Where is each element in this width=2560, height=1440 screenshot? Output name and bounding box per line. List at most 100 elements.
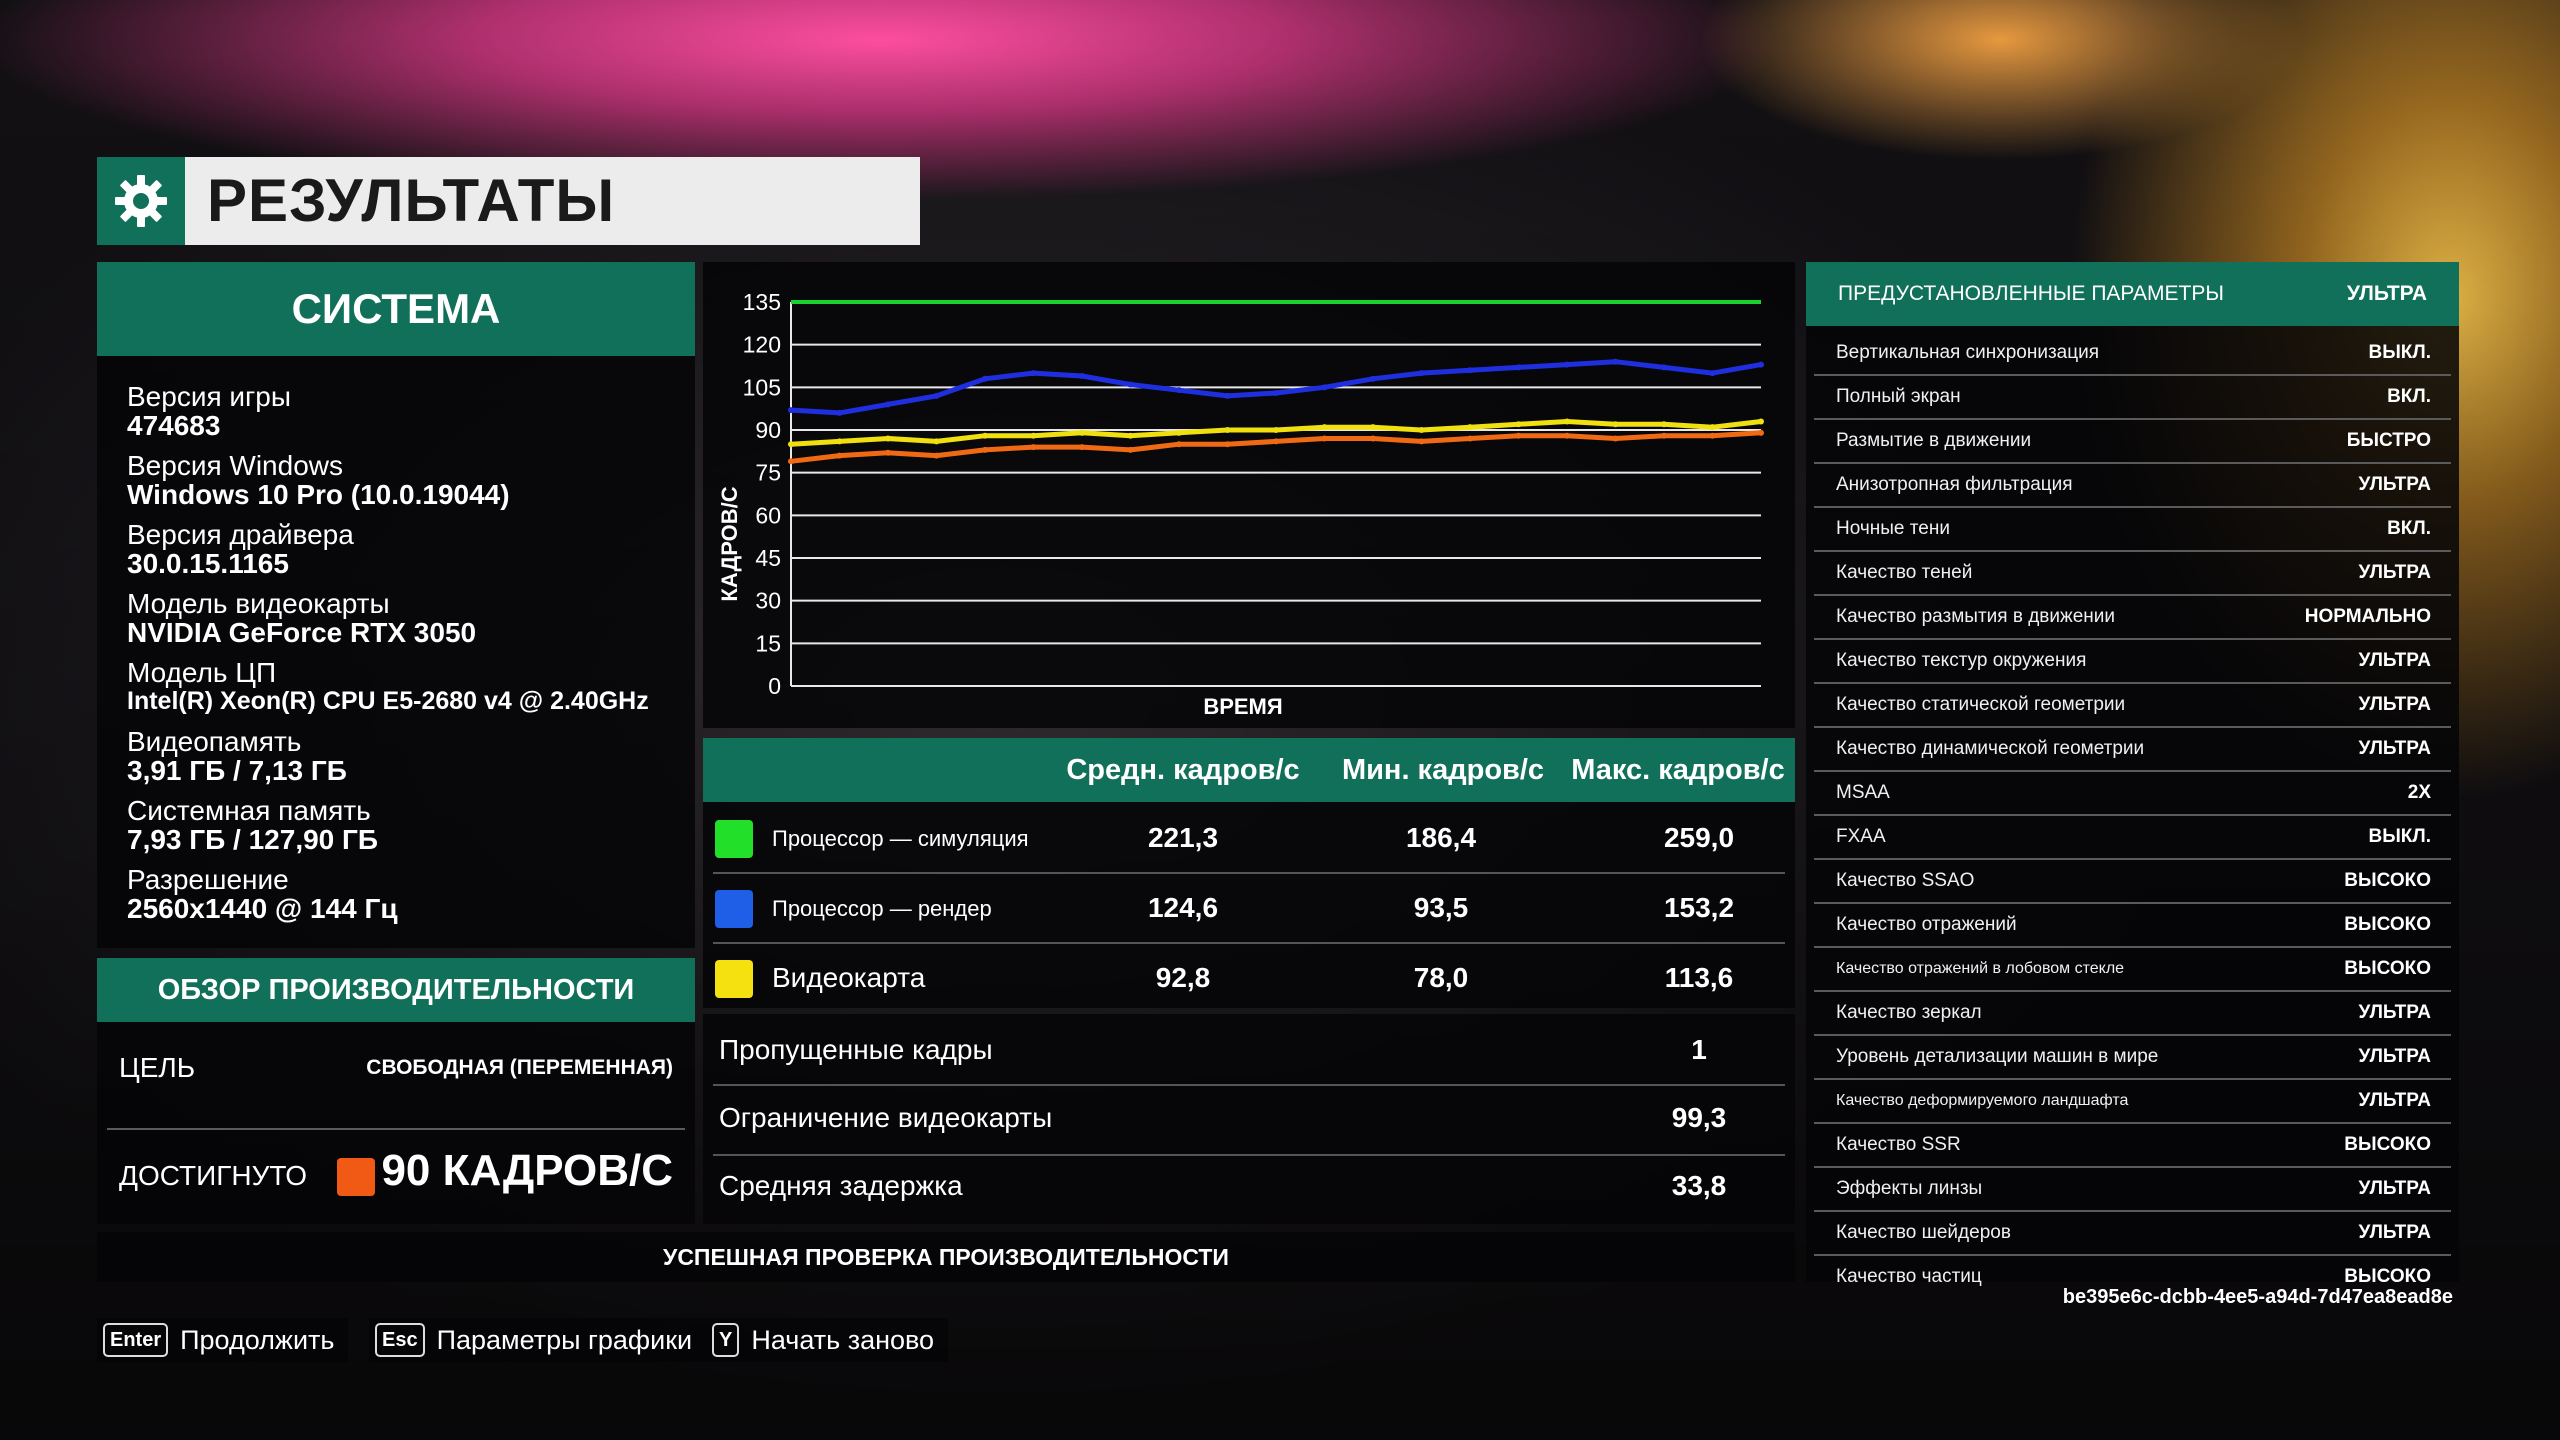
setting-value: БЫСТРО [2346, 430, 2431, 451]
setting-value: НОРМАЛЬНО [2304, 606, 2431, 627]
divider [1814, 1166, 2451, 1168]
divider [1814, 990, 2451, 992]
system-item-label: Версия драйвера [127, 519, 354, 550]
setting-row: Анизотропная фильтрация УЛЬТРА [1814, 464, 2451, 506]
series-point [1709, 432, 1716, 439]
setting-row: Размытие в движении БЫСТРО [1814, 420, 2451, 462]
setting-value: УЛЬТРА [2358, 474, 2432, 495]
settings-header: ПРЕДУСТАНОВЛЕННЫЕ ПАРАМЕТРЫ УЛЬТРА [1806, 262, 2459, 326]
system-header: СИСТЕМА [97, 262, 695, 356]
series-point [1612, 435, 1619, 442]
series-point [1758, 418, 1764, 425]
stat-avg: 92,8 [1155, 962, 1211, 993]
system-item-value: 3,91 ГБ / 7,13 ГБ [127, 755, 347, 786]
series-point [836, 438, 843, 445]
divider [713, 1154, 1785, 1156]
achieved-label: ДОСТИГНУТО [119, 1160, 308, 1191]
system-item-label: Разрешение [127, 864, 289, 895]
extra-value: 1 [1691, 1034, 1707, 1065]
graphics-settings-button[interactable]: Esc Параметры графики [369, 1318, 707, 1362]
y-tick-label: 90 [755, 417, 781, 443]
setting-name: Уровень детализации машин в мире [1836, 1046, 2159, 1067]
series-point [1079, 372, 1085, 379]
setting-value: 2X [2407, 782, 2431, 803]
series-point [1079, 429, 1085, 436]
esc-key-icon: Esc [375, 1323, 425, 1357]
series-point [788, 441, 794, 448]
stat-min: 78,0 [1413, 962, 1469, 993]
setting-value: ВЫКЛ. [2368, 342, 2431, 363]
setting-row: FXAA ВЫКЛ. [1814, 816, 2451, 858]
title-bar: РЕЗУЛЬТАТЫ ПРОВЕРКИ [97, 157, 920, 322]
setting-name: Качество деформируемого ландшафта [1836, 1092, 2129, 1109]
extra-name: Средняя задержка [719, 1170, 963, 1201]
setting-row: Полный экран ВКЛ. [1814, 376, 2451, 418]
setting-name: Эффекты линзы [1836, 1178, 1983, 1199]
settings-header-value: УЛЬТРА [2346, 282, 2427, 305]
series-point [1758, 429, 1764, 436]
stats-header: Средн. кадров/с Мин. кадров/с Макс. кадр… [703, 738, 1795, 802]
setting-name: Качество SSR [1836, 1134, 1961, 1155]
divider [1814, 506, 2451, 508]
setting-name: FXAA [1836, 826, 1886, 847]
system-item-label: Версия игры [127, 381, 291, 412]
system-panel: СИСТЕМА Версия игры 474683 Версия Window… [97, 262, 695, 948]
x-axis-label: ВРЕМЯ [1203, 694, 1282, 719]
series-point [1224, 392, 1231, 399]
extra-row: Пропущенные кадры 1 [703, 1014, 1795, 1082]
stat-min: 93,5 [1413, 892, 1469, 923]
system-item-value: NVIDIA GeForce RTX 3050 [127, 617, 477, 648]
y-tick-label: 60 [755, 502, 781, 528]
swatch-gpu [715, 960, 753, 998]
success-message: УСПЕШНАЯ ПРОВЕРКА ПРОИЗВОДИТЕЛЬНОСТИ [97, 1232, 1795, 1282]
target-row: ЦЕЛЬ СВОБОДНАЯ (ПЕРЕМЕННАЯ) [107, 1042, 685, 1098]
system-item: Видеопамять 3,91 ГБ / 7,13 ГБ [127, 727, 347, 785]
setting-name: Качество SSAO [1836, 870, 1975, 891]
system-item-label: Модель видеокарты [127, 588, 390, 619]
setting-name: Качество зеркал [1836, 1002, 1982, 1023]
series-point [1176, 429, 1182, 436]
stat-name: Видеокарта [772, 962, 926, 993]
series-point [1127, 446, 1134, 453]
swatch-cpu-sim [715, 820, 753, 858]
fps-chart: 135 120 105 90 75 60 45 30 15 0 ВРЕМЯ КАДРОВ/С [717, 289, 1764, 719]
extra-stats-panel: Пропущенные кадры 1 Ограничение видеокар… [703, 1014, 1795, 1224]
divider [1814, 1210, 2451, 1212]
divider [1814, 858, 2451, 860]
session-id: be395e6c-dcbb-4ee5-a94d-7d47ea8ead8e [2062, 1286, 2453, 1308]
setting-value: УЛЬТРА [2358, 1046, 2432, 1067]
setting-value: ВЫСОКО [2344, 1134, 2431, 1155]
extra-value: 33,8 [1671, 1170, 1727, 1201]
setting-value: ВЫСОКО [2344, 914, 2431, 935]
setting-value: ВЫСОКО [2344, 870, 2431, 891]
preset-settings-panel: ПРЕДУСТАНОВЛЕННЫЕ ПАРАМЕТРЫ УЛЬТРА Верти… [1806, 262, 2459, 1287]
divider [1814, 594, 2451, 596]
series-point [1418, 370, 1425, 377]
settings-header-label: ПРЕДУСТАНОВЛЕННЫЕ ПАРАМЕТРЫ [1838, 282, 2224, 305]
stats-row: Процессор — рендер 124,6 93,5 153,2 [703, 874, 1795, 942]
swatch-cpu-render [715, 890, 753, 928]
system-item: Разрешение 2560x1440 @ 144 Гц [127, 865, 398, 923]
restart-button[interactable]: Y Начать заново [706, 1318, 949, 1362]
setting-value: ВЫСОКО [2344, 1266, 2431, 1287]
setting-name: Качество отражений в лобовом стекле [1836, 960, 2125, 977]
target-value: СВОБОДНАЯ (ПЕРЕМЕННАЯ) [366, 1056, 673, 1079]
setting-row: Качество шейдеров УЛЬТРА [1814, 1212, 2451, 1254]
continue-button[interactable]: Enter Продолжить [97, 1318, 349, 1362]
setting-name: Качество теней [1836, 562, 1973, 583]
setting-name: Качество размытия в движении [1836, 606, 2116, 627]
setting-name: Ночные тени [1836, 518, 1950, 539]
setting-row: Качество SSAO ВЫСОКО [1814, 860, 2451, 902]
achieved-row: ДОСТИГНУТО 90 КАДРОВ/С [107, 1138, 685, 1218]
setting-row: Качество отражений в лобовом стекле ВЫСОК… [1814, 948, 2451, 990]
divider [1814, 1254, 2451, 1256]
setting-value: УЛЬТРА [2358, 694, 2432, 715]
series-point [1030, 370, 1037, 377]
series-point [1661, 364, 1667, 371]
series-point [1467, 424, 1473, 431]
series-point [1515, 421, 1522, 428]
setting-name: MSAA [1836, 782, 1890, 803]
divider [1814, 902, 2451, 904]
setting-value: УЛЬТРА [2358, 1178, 2432, 1199]
setting-row: MSAA 2X [1814, 772, 2451, 814]
